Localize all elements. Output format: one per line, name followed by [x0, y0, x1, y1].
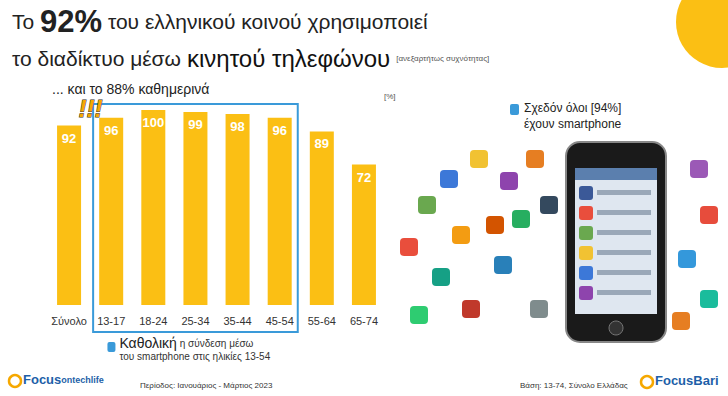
- svg-text:[ανεξαρτήτως συχνότητας]: [ανεξαρτήτως συχνότητας]: [396, 54, 489, 63]
- svg-text:99: 99: [188, 117, 202, 132]
- svg-text:Βάση: 13-74, Σύνολο Ελλάδας: Βάση: 13-74, Σύνολο Ελλάδας: [520, 381, 628, 390]
- svg-text:Σχεδόν όλοι [94%]: Σχεδόν όλοι [94%]: [524, 101, 621, 115]
- svg-text:45-54: 45-54: [266, 315, 294, 327]
- svg-text:κινητού τηλεφώνου: κινητού τηλεφώνου: [187, 45, 390, 72]
- svg-text:96: 96: [104, 123, 118, 138]
- svg-text:100: 100: [142, 115, 164, 130]
- svg-text:92: 92: [62, 131, 76, 146]
- svg-text:Focus: Focus: [23, 372, 61, 387]
- svg-text:72: 72: [357, 170, 371, 185]
- svg-text:του smartphone στις ηλικίες 13: του smartphone στις ηλικίες 13-54: [119, 351, 270, 362]
- svg-text:18-24: 18-24: [139, 315, 167, 327]
- svg-text:!!!: !!!: [79, 95, 103, 122]
- svg-text:55-64: 55-64: [308, 315, 336, 327]
- svg-text:το διαδίκτυο μέσω: το διαδίκτυο μέσω: [12, 47, 181, 70]
- svg-text:ontechlife: ontechlife: [61, 375, 104, 385]
- svg-text:13-17: 13-17: [97, 315, 125, 327]
- svg-text:η σύνδεση μέσω: η σύνδεση μέσω: [177, 338, 254, 349]
- svg-text:65-74: 65-74: [350, 315, 378, 327]
- svg-text:89: 89: [315, 136, 329, 151]
- svg-text:92%: 92%: [40, 4, 102, 39]
- svg-text:25-34: 25-34: [181, 315, 209, 327]
- svg-text:... και το 88% καθημερινά: ... και το 88% καθημερινά: [52, 81, 209, 97]
- svg-text:96: 96: [272, 123, 286, 138]
- svg-text:35-44: 35-44: [223, 315, 251, 327]
- svg-text:έχουν smartphone: έχουν smartphone: [524, 117, 622, 131]
- svg-text:[%]: [%]: [384, 92, 396, 101]
- svg-text:Καθολική: Καθολική: [119, 335, 176, 351]
- svg-text:Σύνολο: Σύνολο: [51, 315, 87, 327]
- svg-text:98: 98: [230, 119, 244, 134]
- svg-text:Περίοδος: Ιανουάριος - Μάρτιος: Περίοδος: Ιανουάριος - Μάρτιος 2023: [140, 381, 273, 390]
- svg-text:FocusBari: FocusBari: [655, 373, 719, 388]
- svg-text:του ελληνικού κοινού χρησιμοπο: του ελληνικού κοινού χρησιμοποιεί: [102, 10, 428, 33]
- svg-text:Το: Το: [12, 10, 40, 33]
